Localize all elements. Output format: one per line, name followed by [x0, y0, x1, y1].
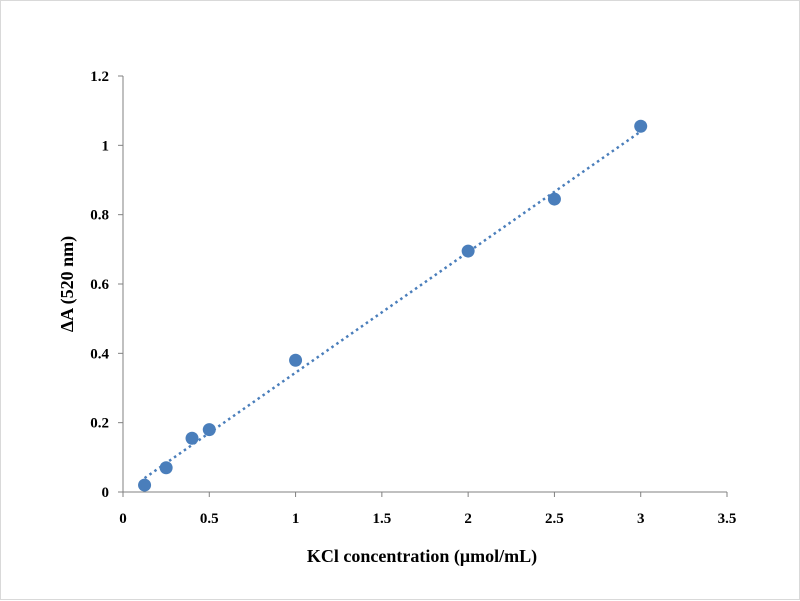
data-point — [185, 431, 199, 445]
data-point — [547, 192, 561, 206]
x-tick-label: 1.5 — [372, 511, 391, 527]
data-point — [634, 119, 648, 133]
x-tick-label: 0.5 — [200, 511, 219, 527]
y-tick-label: 0.2 — [90, 416, 109, 432]
x-tick-label: 2.5 — [545, 511, 564, 527]
data-point — [461, 244, 475, 258]
data-point — [159, 461, 173, 475]
y-tick-label: 0.6 — [90, 277, 109, 293]
x-tick-label: 0 — [119, 511, 127, 527]
y-tick-label: 0.8 — [90, 208, 109, 224]
data-point — [202, 423, 216, 437]
data-point — [289, 353, 303, 367]
x-axis-title: KCl concentration (μmol/mL) — [307, 546, 537, 567]
x-tick-label: 2 — [464, 511, 472, 527]
x-ticks: 0 0.5 1 1.5 2 2.5 3 3.5 — [119, 492, 736, 527]
x-tick-label: 1 — [292, 511, 300, 527]
y-axis-title: ΔA (520 nm) — [57, 236, 78, 332]
trendline — [143, 130, 642, 480]
data-point — [138, 478, 152, 492]
y-ticks: 0 0.2 0.4 0.6 0.8 1 1.2 — [90, 69, 123, 501]
x-tick-label: 3.5 — [718, 511, 737, 527]
y-tick-label: 1.2 — [90, 69, 109, 85]
x-tick-label: 3 — [637, 511, 645, 527]
y-tick-label: 0 — [102, 485, 110, 501]
data-points — [138, 119, 648, 492]
y-tick-label: 0.4 — [90, 346, 109, 362]
y-tick-label: 1 — [102, 138, 110, 154]
